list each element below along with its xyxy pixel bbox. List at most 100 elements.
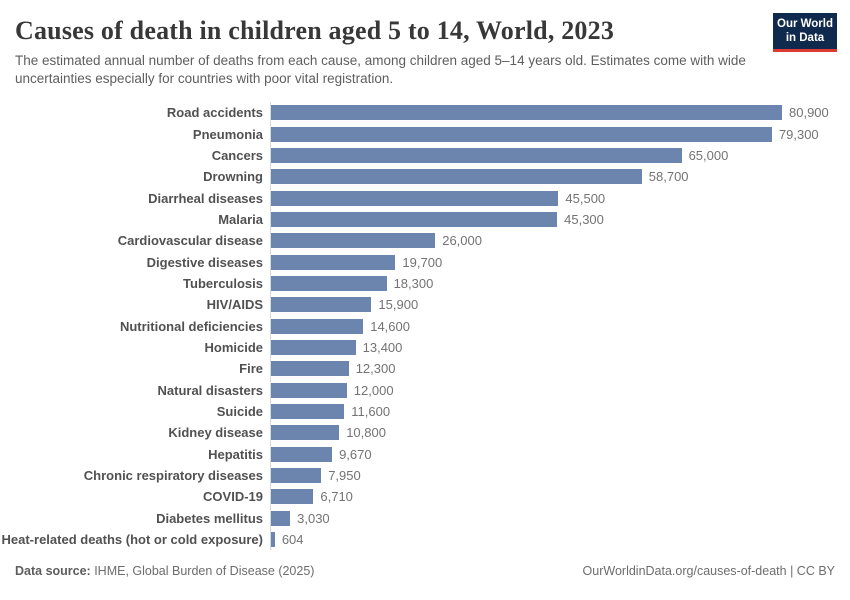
bar [271, 382, 347, 398]
bar-value-label: 11,600 [351, 403, 391, 419]
bar-value-label: 13,400 [362, 339, 403, 355]
bar-value-label: 65,000 [688, 147, 729, 163]
owid-logo: Our World in Data [773, 13, 837, 52]
bar [271, 403, 345, 419]
bar [271, 532, 275, 548]
chart-row: Tuberculosis 18,300 [15, 272, 837, 295]
bar-label: Fire [239, 361, 263, 377]
chart-row: Kidney disease 10,800 [15, 422, 837, 444]
bar [271, 297, 372, 313]
bar [271, 211, 558, 227]
bar [271, 254, 396, 270]
bar-track: 79,300 [270, 123, 837, 145]
bar-track: 12,000 [270, 379, 837, 401]
attribution: OurWorldinData.org/causes-of-death | CC … [583, 564, 835, 578]
bar [271, 275, 387, 291]
bar-track: 80,900 [270, 102, 837, 124]
bar-track: 19,700 [270, 251, 837, 273]
bar-value-label: 14,600 [370, 318, 410, 334]
bar-value-label: 18,300 [393, 275, 434, 291]
bar-value-label: 45,500 [565, 190, 606, 206]
bar [271, 446, 333, 462]
chart-row: Chronic respiratory diseases 7,950 [15, 464, 837, 487]
bar-track: 604 [270, 528, 837, 551]
bar-label: HIV/AIDS [206, 297, 263, 313]
bar-value-label: 9,670 [339, 446, 372, 462]
bar [271, 233, 436, 249]
chart-rows: Road accidents 80,900 Pneumonia 79,300 Cance… [1, 102, 837, 551]
bar-label: Pneumonia [192, 126, 263, 142]
bar-track: 3,030 [270, 507, 837, 529]
bar [271, 425, 340, 441]
bar-label: Digestive diseases [146, 254, 263, 270]
page-title: Causes of death in children aged 5 to 14… [15, 16, 615, 45]
bar [271, 510, 291, 526]
bar [271, 147, 682, 163]
bar [271, 190, 559, 206]
chart-row: Diarrheal diseases 45,500 [15, 187, 837, 209]
chart-row: COVID-19 6,710 [15, 486, 837, 508]
bar-track: 10,800 [270, 422, 837, 444]
owid-logo-line1: Our World [777, 18, 834, 30]
bar-label: Cancers [211, 147, 263, 163]
bar-track: 13,400 [270, 336, 837, 359]
bar-label: Heat-related deaths (hot or cold exposur… [1, 532, 264, 548]
bar-track: 11,600 [270, 400, 837, 423]
bar-value-label: 12,000 [353, 382, 394, 398]
bar-track: 26,000 [270, 230, 837, 252]
bar [271, 339, 356, 355]
bar-value-label: 80,900 [789, 105, 829, 121]
chart-row: Suicide 11,600 [15, 400, 837, 423]
data-source-value: IHME, Global Burden of Disease (2025) [90, 564, 315, 579]
chart-row: Fire 12,300 [15, 358, 837, 380]
chart-row: Homicide 13,400 [15, 336, 837, 359]
chart-row: Drowning 58,700 [15, 166, 837, 188]
bar-label: Diabetes mellitus [156, 510, 263, 526]
chart-row: Nutritional deficiencies 14,600 [15, 315, 837, 337]
bar-value-label: 7,950 [328, 468, 361, 484]
bar-label: Diarrheal diseases [148, 190, 263, 206]
chart-row: Road accidents 80,900 [15, 102, 837, 124]
data-source-label: Data source: [15, 564, 91, 579]
bar-label: Tuberculosis [183, 275, 263, 291]
bar [271, 361, 349, 377]
bar-track: 15,900 [270, 294, 837, 316]
bar-label: Drowning [203, 169, 263, 185]
bar [271, 105, 782, 121]
bar-label: Homicide [204, 339, 263, 355]
chart-row: Natural disasters 12,000 [15, 379, 837, 401]
bar [271, 468, 322, 484]
bar-value-label: 604 [281, 532, 304, 548]
bar-value-label: 26,000 [442, 233, 482, 249]
bar [271, 318, 364, 334]
attribution-license: | CC BY [786, 564, 835, 579]
chart-row: Pneumonia 79,300 [15, 123, 837, 145]
data-source: Data source: IHME, Global Burden of Dise… [15, 564, 314, 578]
bar-label: Natural disasters [157, 382, 264, 398]
attribution-url[interactable]: OurWorldinData.org/causes-of-death [582, 564, 787, 579]
bar-label: Malaria [218, 211, 263, 227]
chart-row: Malaria 45,300 [15, 208, 837, 231]
bar-track: 14,600 [270, 315, 837, 337]
chart-row: HIV/AIDS 15,900 [15, 294, 837, 316]
bar-track: 7,950 [270, 464, 837, 487]
bar-label: Cardiovascular disease [117, 233, 263, 249]
bar-value-label: 79,300 [778, 126, 819, 142]
bar-label: Hepatitis [208, 446, 263, 462]
bar-track: 9,670 [270, 443, 837, 465]
bar-chart: Road accidents 80,900 Pneumonia 79,300 Cance… [1, 102, 837, 551]
bar-value-label: 45,300 [564, 211, 604, 227]
chart-row: Cardiovascular disease 26,000 [15, 230, 837, 252]
bar-track: 65,000 [270, 144, 837, 167]
chart-row: Heat-related deaths (hot or cold exposur… [1, 528, 837, 551]
bar-track: 18,300 [270, 272, 837, 295]
bar [271, 489, 314, 505]
chart-row: Diabetes mellitus 3,030 [15, 507, 837, 529]
bar-value-label: 3,030 [297, 510, 330, 526]
bar-value-label: 19,700 [402, 254, 443, 270]
bar-label: Chronic respiratory diseases [83, 468, 263, 484]
chart-row: Cancers 65,000 [15, 144, 837, 167]
bar-label: Suicide [216, 403, 263, 419]
chart-row: Hepatitis 9,670 [15, 443, 837, 465]
